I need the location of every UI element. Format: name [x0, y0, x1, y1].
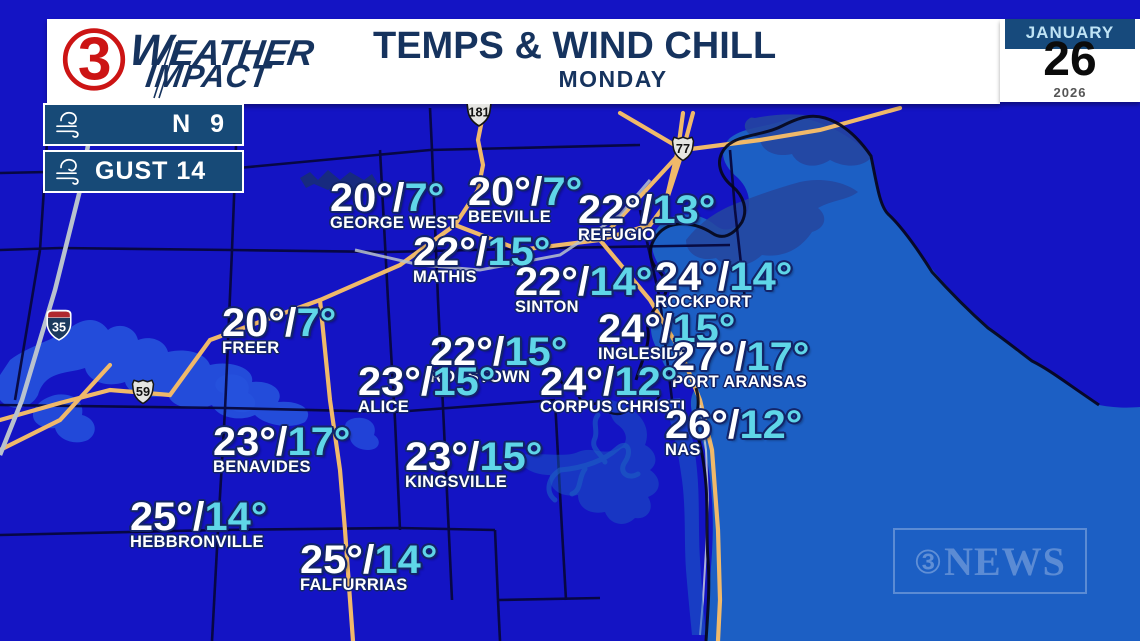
- svg-text:35: 35: [52, 321, 66, 335]
- svg-text:77: 77: [676, 141, 690, 156]
- svg-text:3: 3: [922, 548, 935, 574]
- svg-text:181: 181: [468, 105, 489, 120]
- svg-text:59: 59: [136, 384, 150, 399]
- svg-text:3: 3: [78, 25, 112, 93]
